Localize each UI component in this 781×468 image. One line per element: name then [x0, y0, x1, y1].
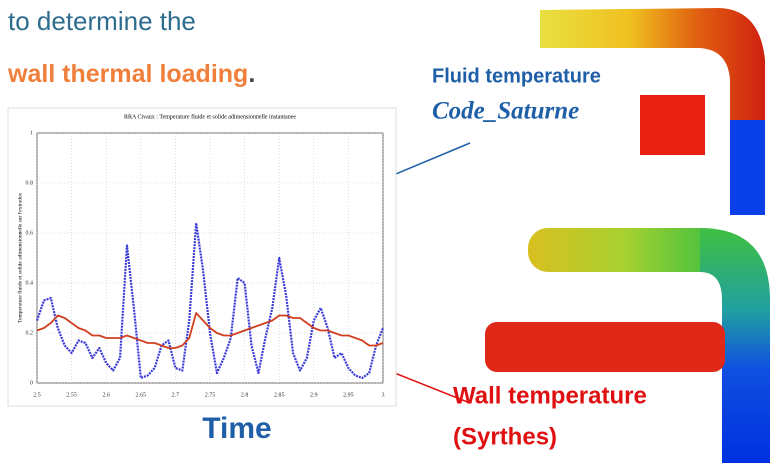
highlight: wall thermal loading	[7, 60, 248, 88]
x-tick-label: 2.55	[66, 392, 77, 398]
x-tick-label: 2.95	[343, 392, 354, 398]
plot: 0 0.2 0.4 0.6 0.8 1 2.5 2.55 2.6 2.65 2.7 2.75 2.8 2.…	[26, 130, 385, 398]
y-tick-label: 1	[30, 130, 33, 136]
series-line	[36, 312, 384, 349]
intro-text: to determine the	[8, 6, 196, 36]
x-tick-label: 2.5	[33, 392, 41, 398]
wall-label: Wall temperature	[453, 382, 647, 409]
wall-render	[485, 228, 770, 463]
period: .	[248, 60, 255, 88]
y-tick-label: 0.4	[26, 280, 34, 286]
time-label: Time	[202, 412, 271, 445]
x-tick-label: 2.8	[241, 392, 249, 398]
fluid-code: Code_Saturne	[432, 98, 579, 125]
y-tick-label: 0.2	[26, 330, 34, 336]
series-line	[35, 221, 385, 380]
wall-code: (Syrthes)	[453, 423, 557, 450]
x-tick-label: 3	[382, 392, 385, 398]
y-tick-label: 0.6	[26, 230, 34, 236]
y-axis-label: Temperature fluide et solide adimensionn…	[16, 193, 23, 323]
x-tick-label: 2.75	[205, 392, 216, 398]
x-tick-label: 2.9	[310, 392, 318, 398]
y-tick-label: 0	[30, 380, 33, 386]
fluid-render	[540, 8, 765, 215]
x-tick-label: 2.6	[102, 392, 110, 398]
chart-title: RRA Civaux : Temperature fluide et solid…	[124, 113, 296, 120]
x-tick-label: 2.65	[136, 392, 147, 398]
fluid-label: Fluid temperature	[432, 65, 601, 87]
x-tick-label: 2.85	[274, 392, 285, 398]
x-tick-label: 2.7	[172, 392, 180, 398]
highlight-text: wall thermal loading.	[7, 60, 255, 88]
y-tick-label: 0.8	[26, 180, 34, 186]
